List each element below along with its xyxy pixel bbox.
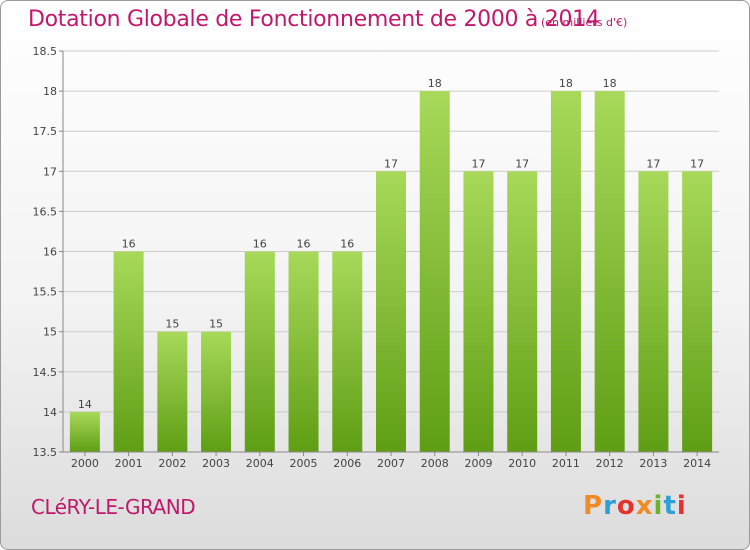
logo-letter: r <box>603 491 617 521</box>
bar-2001 <box>113 251 144 452</box>
bar-2008 <box>419 91 450 452</box>
data-label: 17 <box>384 157 398 170</box>
y-tick-label: 17 <box>43 165 57 178</box>
data-label: 16 <box>297 238 311 251</box>
x-tick-label: 2003 <box>202 457 230 470</box>
data-label: 17 <box>646 157 660 170</box>
data-label: 16 <box>340 238 354 251</box>
logo-letter: P <box>583 491 604 521</box>
x-tick-label: 2009 <box>464 457 492 470</box>
data-label: 17 <box>471 157 485 170</box>
x-tick-label: 2006 <box>333 457 361 470</box>
data-label: 17 <box>690 157 704 170</box>
data-label: 14 <box>78 398 92 411</box>
x-tick-label: 2011 <box>552 457 580 470</box>
x-tick-label: 2008 <box>421 457 449 470</box>
x-tick-label: 2013 <box>639 457 667 470</box>
data-label: 16 <box>122 238 136 251</box>
logo-letter: i <box>676 491 687 521</box>
data-label: 16 <box>253 238 267 251</box>
proxiti-logo[interactable]: Proxiti <box>583 491 687 521</box>
bar-2013 <box>638 171 669 453</box>
y-tick-label: 17.5 <box>33 125 58 138</box>
bar-2003 <box>201 331 232 452</box>
chart-title: Dotation Globale de Fonctionnement de 20… <box>28 7 600 32</box>
logo-letter: t <box>663 491 677 521</box>
x-tick-label: 2000 <box>71 457 99 470</box>
logo-letter: x <box>635 491 654 521</box>
x-tick-label: 2010 <box>508 457 536 470</box>
y-tick-label: 18 <box>43 85 57 98</box>
bar-2007 <box>376 171 406 453</box>
data-label: 18 <box>603 77 617 90</box>
bar-2005 <box>288 251 319 452</box>
x-axis: 2000 2001 2002 2003 2004 2005 2006 2007 2008 2009… <box>71 452 711 470</box>
data-label: 18 <box>559 77 573 90</box>
data-label: 15 <box>209 318 223 331</box>
logo-letter: i <box>653 491 664 521</box>
bar-2002 <box>157 331 188 452</box>
x-tick-label: 2002 <box>158 457 186 470</box>
y-tick-label: 14 <box>43 406 57 419</box>
bar-2014 <box>682 171 713 453</box>
bars <box>69 91 713 453</box>
bar-2006 <box>332 251 363 452</box>
commune-name: CLéRY-LE-GRAND <box>31 495 196 519</box>
y-tick-label: 16.5 <box>33 205 58 218</box>
data-labels: 14 16 15 15 16 16 16 17 18 17 17 18 18 17 17 <box>78 77 704 411</box>
y-axis: 13.5 14 14.5 15 15.5 16 16.5 17 17.5 18 18.5 <box>33 45 64 459</box>
x-tick-label: 2014 <box>683 457 711 470</box>
bar-2011 <box>550 91 581 452</box>
x-tick-label: 2012 <box>596 457 624 470</box>
data-label: 17 <box>515 157 529 170</box>
data-label: 18 <box>428 77 442 90</box>
bar-2010 <box>507 171 538 453</box>
x-tick-label: 2005 <box>290 457 318 470</box>
y-tick-label: 16 <box>43 246 57 259</box>
x-tick-label: 2004 <box>246 457 274 470</box>
x-tick-label: 2001 <box>115 457 143 470</box>
x-tick-label: 2007 <box>377 457 405 470</box>
bar-2004 <box>244 251 275 452</box>
chart-subtitle: (en milliers d'€) <box>541 16 628 29</box>
bar-2000 <box>69 411 100 452</box>
bar-2012 <box>594 91 625 452</box>
y-tick-label: 15.5 <box>33 286 58 299</box>
y-tick-label: 18.5 <box>33 45 58 58</box>
y-tick-label: 14.5 <box>33 366 58 379</box>
logo-letter: o <box>616 491 636 521</box>
y-tick-label: 13.5 <box>33 446 58 459</box>
bar-2009 <box>463 171 494 453</box>
y-tick-label: 15 <box>43 326 57 339</box>
data-label: 15 <box>165 318 179 331</box>
